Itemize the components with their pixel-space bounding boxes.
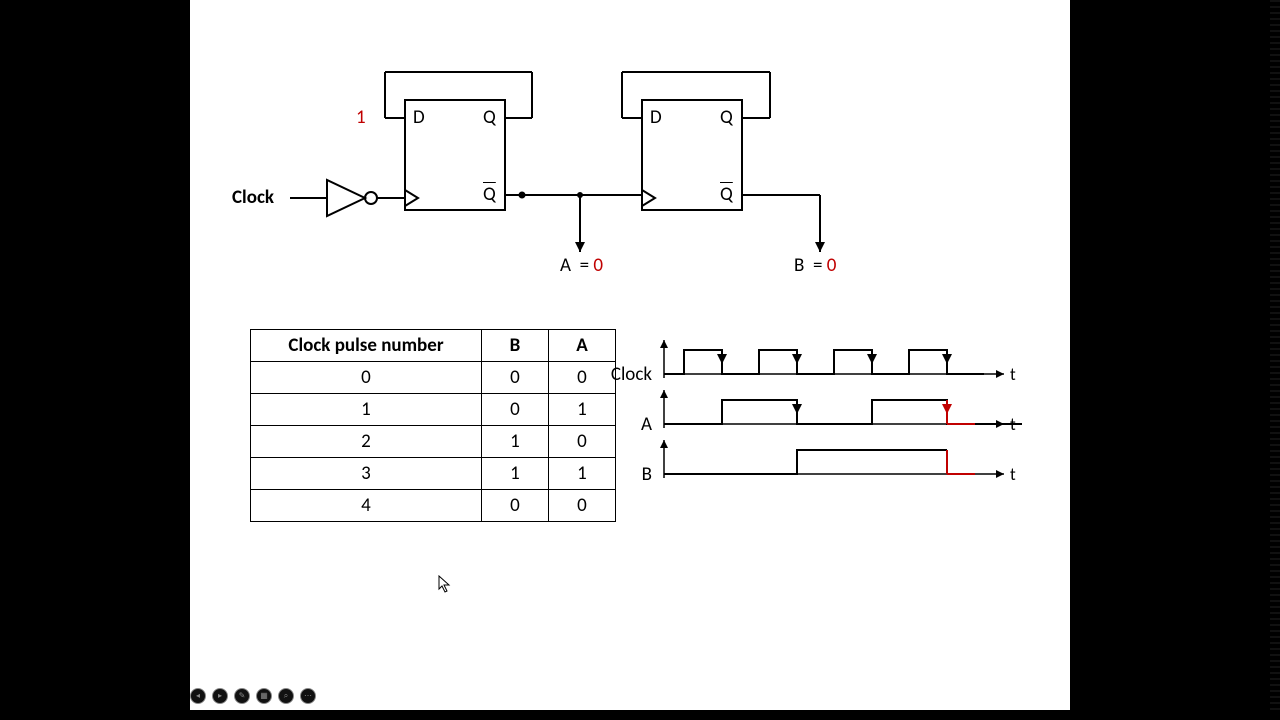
ff1-d-label: D	[413, 106, 425, 129]
toolbar-zoom-icon[interactable]: ⌕	[278, 688, 294, 704]
svg-text:A: A	[641, 413, 652, 436]
svg-text:t: t	[1010, 464, 1016, 485]
toolbar-more-icon[interactable]: ⋯	[300, 688, 316, 704]
ff2-d-label: D	[650, 106, 662, 129]
output-b-name: B	[794, 254, 804, 277]
circuit-diagram	[190, 0, 1070, 300]
ff2-q-label: Q	[720, 106, 733, 129]
clock-label: Clock	[232, 186, 274, 209]
toolbar-pen-icon[interactable]: ✎	[234, 688, 250, 704]
output-b-eq: =	[813, 254, 822, 277]
svg-text:B: B	[642, 463, 652, 486]
output-a-name: A	[560, 254, 571, 277]
toolbar-prev-icon[interactable]: ◂	[190, 688, 206, 704]
d-input-value: 1	[356, 106, 366, 129]
cursor-icon	[438, 575, 452, 593]
output-b-val: 0	[827, 254, 837, 277]
presentation-toolbar: ◂ ▸ ✎ ▦ ⌕ ⋯	[190, 688, 316, 704]
output-b: B = 0	[794, 254, 836, 277]
output-a-val: 0	[593, 254, 603, 277]
svg-text:t: t	[1010, 364, 1016, 385]
output-a: A = 0	[560, 254, 603, 277]
toolbar-next-icon[interactable]: ▸	[212, 688, 228, 704]
right-decorative-strip	[1270, 0, 1280, 710]
toolbar-view-icon[interactable]: ▦	[256, 688, 272, 704]
ff1-qbar-label: Q	[483, 183, 496, 206]
svg-text:Clock: Clock	[611, 363, 653, 386]
slide-page: Clock 1 D Q Q D Q Q A = 0 B = 0 Clock pu…	[190, 0, 1070, 710]
timing-diagram: ClocktAtBt	[190, 320, 1070, 580]
ff1-q-label: Q	[483, 106, 496, 129]
ff2-qbar-label: Q	[720, 183, 733, 206]
output-a-eq: =	[580, 254, 589, 277]
